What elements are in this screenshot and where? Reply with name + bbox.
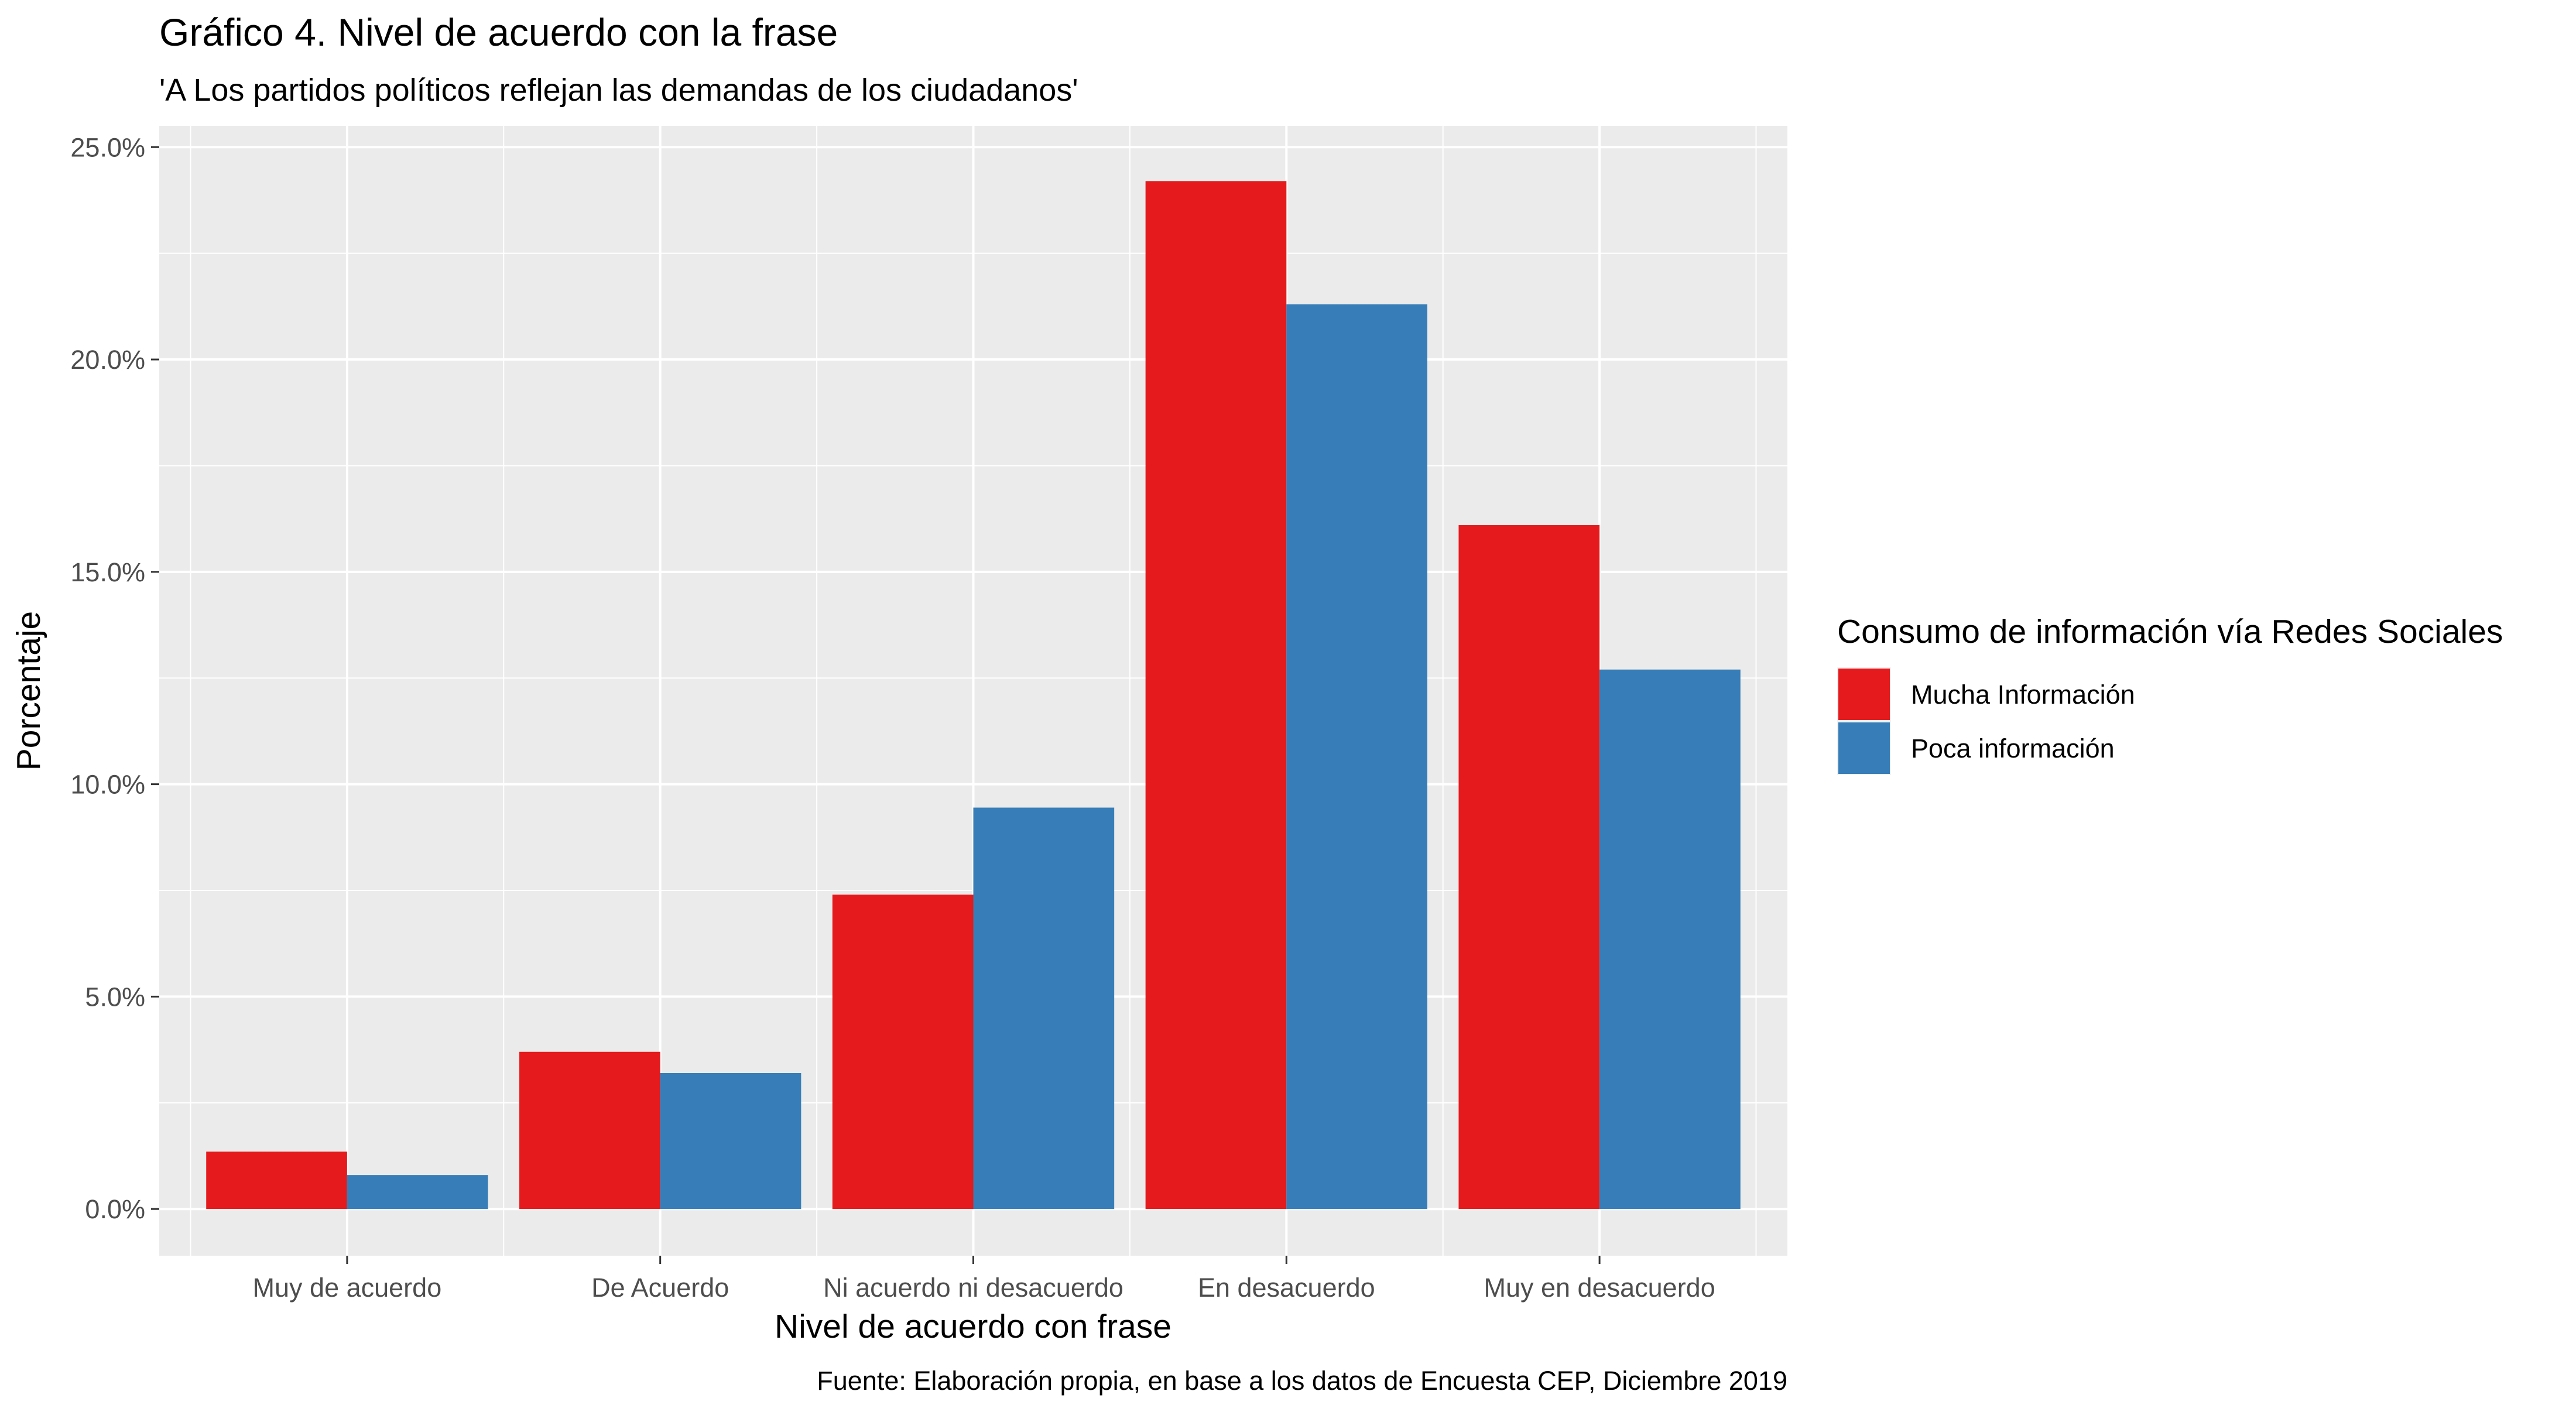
- x-axis-title: Nivel de acuerdo con frase: [775, 1308, 1171, 1345]
- chart-title: Gráfico 4. Nivel de acuerdo con la frase: [159, 11, 838, 54]
- x-tick-label: Muy en desacuerdo: [1484, 1273, 1715, 1303]
- y-tick-label: 5.0%: [85, 982, 145, 1012]
- legend-label: Mucha Información: [1911, 680, 2135, 710]
- legend: Consumo de información vía Redes Sociale…: [1837, 613, 2503, 775]
- chart-caption: Fuente: Elaboración propia, en base a lo…: [817, 1366, 1787, 1396]
- legend-swatch: [1838, 669, 1890, 720]
- y-tick-label: 10.0%: [70, 770, 145, 800]
- bar: [206, 1152, 347, 1209]
- y-axis-title: Porcentaje: [10, 611, 47, 771]
- x-axis: Muy de acuerdo De Acuerdo Ni acuerdo ni de…: [253, 1256, 1715, 1303]
- bars: [206, 181, 1741, 1209]
- legend-swatch: [1838, 722, 1890, 774]
- chart-subtitle: 'A Los partidos políticos reflejan las d…: [159, 73, 1078, 108]
- y-tick-label: 20.0%: [70, 345, 145, 375]
- legend-label: Poca información: [1911, 734, 2115, 763]
- legend-title: Consumo de información vía Redes Sociale…: [1837, 613, 2503, 650]
- bar: [1599, 669, 1741, 1209]
- bar: [1145, 181, 1287, 1209]
- y-axis: 0.0% 5.0% 10.0% 15.0% 20.0% 25.0%: [70, 132, 159, 1224]
- bar: [973, 807, 1115, 1209]
- bar: [832, 895, 974, 1209]
- x-tick-label: Muy de acuerdo: [253, 1273, 442, 1303]
- x-tick-label: Ni acuerdo ni desacuerdo: [823, 1273, 1123, 1303]
- y-tick-label: 25.0%: [70, 132, 145, 162]
- bar: [660, 1073, 801, 1209]
- bar: [519, 1051, 660, 1209]
- y-tick-label: 0.0%: [85, 1194, 145, 1224]
- x-tick-label: De Acuerdo: [591, 1273, 729, 1303]
- y-tick-label: 15.0%: [70, 557, 145, 587]
- x-tick-label: En desacuerdo: [1198, 1273, 1375, 1303]
- bar: [1286, 304, 1427, 1209]
- bar: [347, 1175, 488, 1209]
- bar: [1458, 525, 1600, 1209]
